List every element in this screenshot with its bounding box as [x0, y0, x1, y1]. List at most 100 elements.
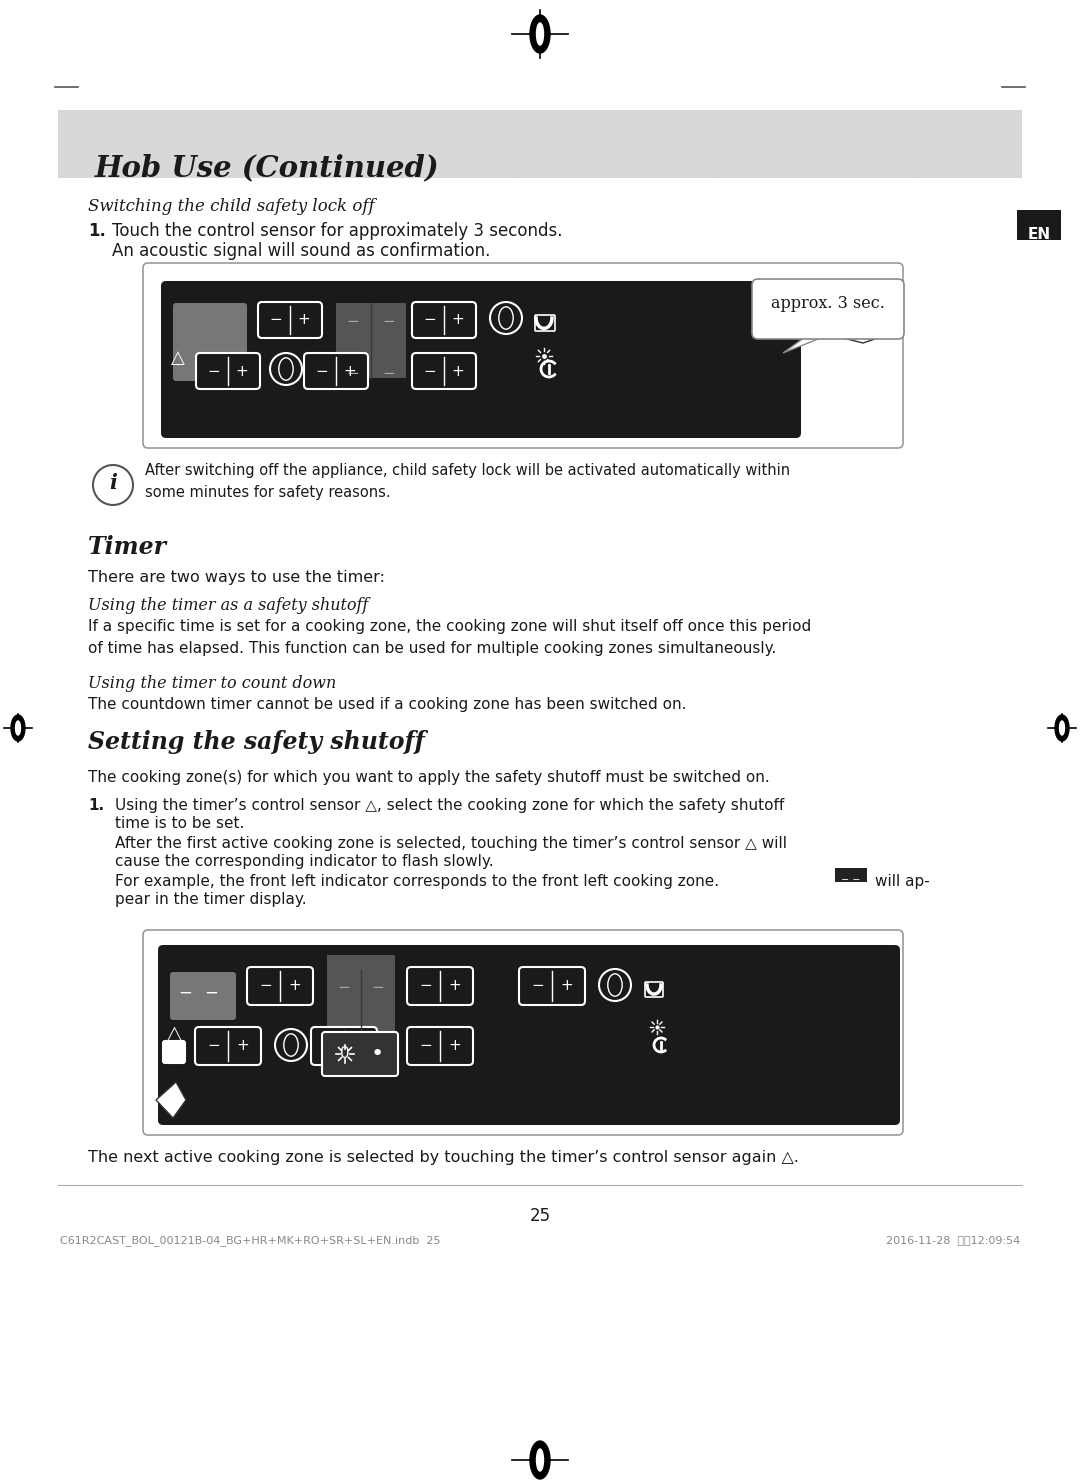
FancyBboxPatch shape — [519, 967, 585, 1006]
Text: +: + — [298, 312, 310, 327]
Text: −: − — [178, 983, 192, 1003]
Text: Hob Use (Continued): Hob Use (Continued) — [95, 153, 440, 182]
Polygon shape — [843, 312, 893, 344]
FancyBboxPatch shape — [645, 982, 663, 997]
Text: The next active cooking zone is selected by touching the timer’s control sensor : The next active cooking zone is selected… — [87, 1151, 799, 1166]
FancyBboxPatch shape — [143, 264, 903, 447]
Text: −: − — [372, 980, 384, 995]
Text: +: + — [448, 979, 461, 994]
Text: The countdown timer cannot be used if a cooking zone has been switched on.: The countdown timer cannot be used if a … — [87, 698, 687, 712]
Circle shape — [270, 352, 302, 385]
FancyBboxPatch shape — [752, 278, 904, 339]
FancyBboxPatch shape — [195, 1026, 261, 1065]
FancyBboxPatch shape — [411, 302, 476, 338]
Ellipse shape — [530, 15, 550, 53]
Polygon shape — [156, 1083, 186, 1118]
Ellipse shape — [284, 1034, 298, 1056]
FancyBboxPatch shape — [535, 315, 555, 330]
Text: Touch the control sensor for approximately 3 seconds.: Touch the control sensor for approximate… — [112, 222, 563, 240]
Ellipse shape — [530, 1441, 550, 1480]
Ellipse shape — [1059, 721, 1065, 735]
Text: An acoustic signal will sound as confirmation.: An acoustic signal will sound as confirm… — [112, 241, 490, 261]
Circle shape — [599, 969, 631, 1001]
Circle shape — [275, 1029, 307, 1060]
Text: −: − — [347, 366, 360, 382]
Ellipse shape — [608, 974, 622, 997]
FancyBboxPatch shape — [58, 110, 1022, 178]
Text: 2016-11-28  오후12:09:54: 2016-11-28 오후12:09:54 — [886, 1235, 1020, 1246]
Text: −: − — [382, 314, 395, 329]
FancyBboxPatch shape — [311, 1026, 377, 1065]
FancyBboxPatch shape — [407, 967, 473, 1006]
Text: +: + — [352, 1038, 365, 1053]
Text: If a specific time is set for a cooking zone, the cooking zone will shut itself : If a specific time is set for a cooking … — [87, 619, 811, 656]
FancyBboxPatch shape — [247, 967, 313, 1006]
Ellipse shape — [537, 24, 543, 44]
FancyBboxPatch shape — [195, 352, 260, 390]
FancyBboxPatch shape — [163, 1041, 185, 1063]
Text: cause the corresponding indicator to flash slowly.: cause the corresponding indicator to fla… — [114, 855, 494, 869]
Text: •: • — [370, 1044, 383, 1063]
Ellipse shape — [537, 1448, 543, 1471]
Text: −: − — [382, 366, 395, 382]
Text: △: △ — [167, 1023, 183, 1043]
Text: For example, the front left indicator corresponds to the front left cooking zone: For example, the front left indicator co… — [114, 874, 719, 889]
Text: pear in the timer display.: pear in the timer display. — [114, 892, 307, 906]
Text: −: − — [259, 979, 272, 994]
Ellipse shape — [499, 307, 513, 329]
FancyBboxPatch shape — [407, 1026, 473, 1065]
Text: Setting the safety shutoff: Setting the safety shutoff — [87, 730, 424, 754]
Text: time is to be set.: time is to be set. — [114, 816, 244, 831]
Text: −: − — [270, 312, 282, 327]
FancyBboxPatch shape — [161, 281, 801, 438]
Polygon shape — [783, 335, 828, 352]
Text: EN: EN — [1027, 227, 1051, 241]
Text: −: − — [207, 363, 220, 379]
Text: Using the timer to count down: Using the timer to count down — [87, 675, 336, 692]
FancyBboxPatch shape — [173, 304, 247, 381]
FancyBboxPatch shape — [327, 955, 395, 1034]
Text: Using the timer as a safety shutoff: Using the timer as a safety shutoff — [87, 597, 368, 615]
Text: The cooking zone(s) for which you want to apply the safety shutoff must be switc: The cooking zone(s) for which you want t… — [87, 770, 770, 785]
Text: −: − — [423, 363, 436, 379]
FancyBboxPatch shape — [411, 352, 476, 390]
Ellipse shape — [15, 721, 21, 735]
FancyBboxPatch shape — [158, 945, 900, 1126]
Text: +: + — [235, 363, 248, 379]
Text: −: − — [531, 979, 544, 994]
Text: −: − — [419, 1038, 432, 1053]
FancyBboxPatch shape — [835, 868, 867, 883]
FancyBboxPatch shape — [322, 1032, 399, 1077]
Text: −: − — [204, 983, 218, 1003]
Text: Using the timer’s control sensor △, select the cooking zone for which the safety: Using the timer’s control sensor △, sele… — [114, 798, 784, 813]
Text: −: − — [338, 980, 350, 995]
Text: △: △ — [171, 350, 185, 367]
FancyBboxPatch shape — [143, 930, 903, 1134]
Text: There are two ways to use the timer:: There are two ways to use the timer: — [87, 570, 384, 585]
Text: After switching off the appliance, child safety lock will be activated automatic: After switching off the appliance, child… — [145, 464, 791, 501]
Text: +: + — [561, 979, 572, 994]
Text: −: − — [207, 1038, 220, 1053]
Text: +: + — [288, 979, 301, 994]
Text: − −: − − — [841, 875, 861, 886]
Text: will ap-: will ap- — [875, 874, 930, 889]
FancyBboxPatch shape — [87, 458, 978, 512]
Text: 25: 25 — [529, 1207, 551, 1225]
Text: Timer: Timer — [87, 535, 167, 558]
FancyBboxPatch shape — [170, 972, 237, 1020]
Text: −: − — [323, 1038, 336, 1053]
Text: 1.: 1. — [87, 798, 104, 813]
Text: −: − — [419, 979, 432, 994]
Text: approx. 3 sec.: approx. 3 sec. — [771, 295, 885, 312]
Text: C61R2CAST_BOL_00121B-04_BG+HR+MK+RO+SR+SL+EN.indb  25: C61R2CAST_BOL_00121B-04_BG+HR+MK+RO+SR+S… — [60, 1235, 441, 1246]
FancyBboxPatch shape — [258, 302, 322, 338]
Text: 0: 0 — [340, 1047, 350, 1062]
Text: After the first active cooking zone is selected, touching the timer’s control se: After the first active cooking zone is s… — [114, 835, 787, 852]
Text: +: + — [237, 1038, 248, 1053]
Text: +: + — [343, 363, 356, 379]
Text: −: − — [423, 312, 436, 327]
Text: −: − — [315, 363, 328, 379]
Text: +: + — [448, 1038, 461, 1053]
Text: +: + — [451, 312, 464, 327]
FancyBboxPatch shape — [1017, 210, 1061, 240]
